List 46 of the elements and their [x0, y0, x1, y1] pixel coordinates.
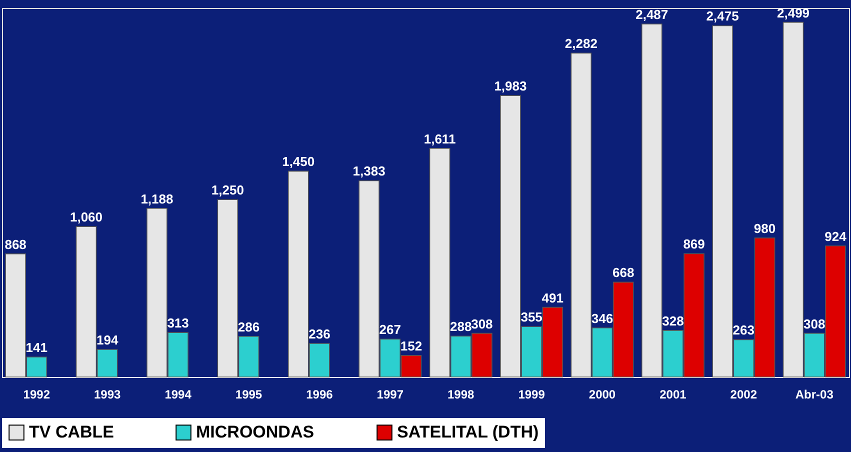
- x-tick-label: Abr-03: [795, 388, 834, 402]
- legend-label: MICROONDAS: [196, 422, 314, 442]
- data-label: 668: [612, 265, 634, 280]
- data-label: 980: [754, 220, 776, 236]
- data-label: 263: [732, 322, 755, 338]
- data-label: 1,383: [352, 164, 386, 179]
- data-label: 355: [520, 310, 542, 325]
- x-tick-label: 1995: [235, 388, 262, 402]
- data-label: 924: [824, 228, 848, 244]
- data-label: 313: [167, 316, 189, 331]
- x-tick-label: 2002: [730, 388, 758, 402]
- data-label: 2,282: [564, 36, 598, 52]
- data-label: 194: [96, 332, 119, 348]
- x-tick-label: 1999: [518, 388, 546, 402]
- data-label: 869: [683, 236, 705, 252]
- data-label: 236: [308, 326, 330, 342]
- x-tick-label: 1996: [306, 388, 334, 402]
- data-label: 1,611: [424, 131, 456, 146]
- data-label: 152: [400, 338, 422, 354]
- data-label: 2,475: [706, 8, 739, 24]
- x-tick-label: 1998: [448, 388, 475, 402]
- x-tick-label: 1997: [376, 388, 404, 402]
- data-label: 1,060: [70, 210, 103, 225]
- data-label: 1,983: [494, 78, 527, 94]
- data-label: 1,250: [211, 182, 244, 198]
- data-label: 308: [471, 316, 493, 332]
- data-label: 2,487: [636, 7, 668, 22]
- x-tick-label: 1993: [94, 388, 122, 402]
- x-tick-label: 2000: [588, 388, 616, 402]
- data-label: 267: [379, 322, 401, 338]
- data-label: 288: [450, 319, 472, 334]
- data-label: 491: [542, 290, 564, 306]
- data-label: 328: [662, 313, 684, 328]
- data-label: 141: [26, 340, 48, 355]
- data-label: 1,450: [282, 154, 315, 170]
- x-tick-label: 1992: [23, 388, 50, 402]
- legend-label: TV CABLE: [29, 422, 114, 442]
- data-label: 346: [591, 310, 614, 326]
- data-label: 2,499: [776, 5, 810, 20]
- data-label: 286: [238, 319, 260, 334]
- legend-label: SATELITAL (DTH): [397, 422, 539, 442]
- data-label: 868: [4, 236, 26, 252]
- x-tick-label: 1994: [164, 388, 192, 402]
- x-tick-label: 2001: [660, 388, 687, 402]
- data-label: 308: [804, 316, 826, 332]
- data-label: 1,188: [140, 191, 174, 206]
